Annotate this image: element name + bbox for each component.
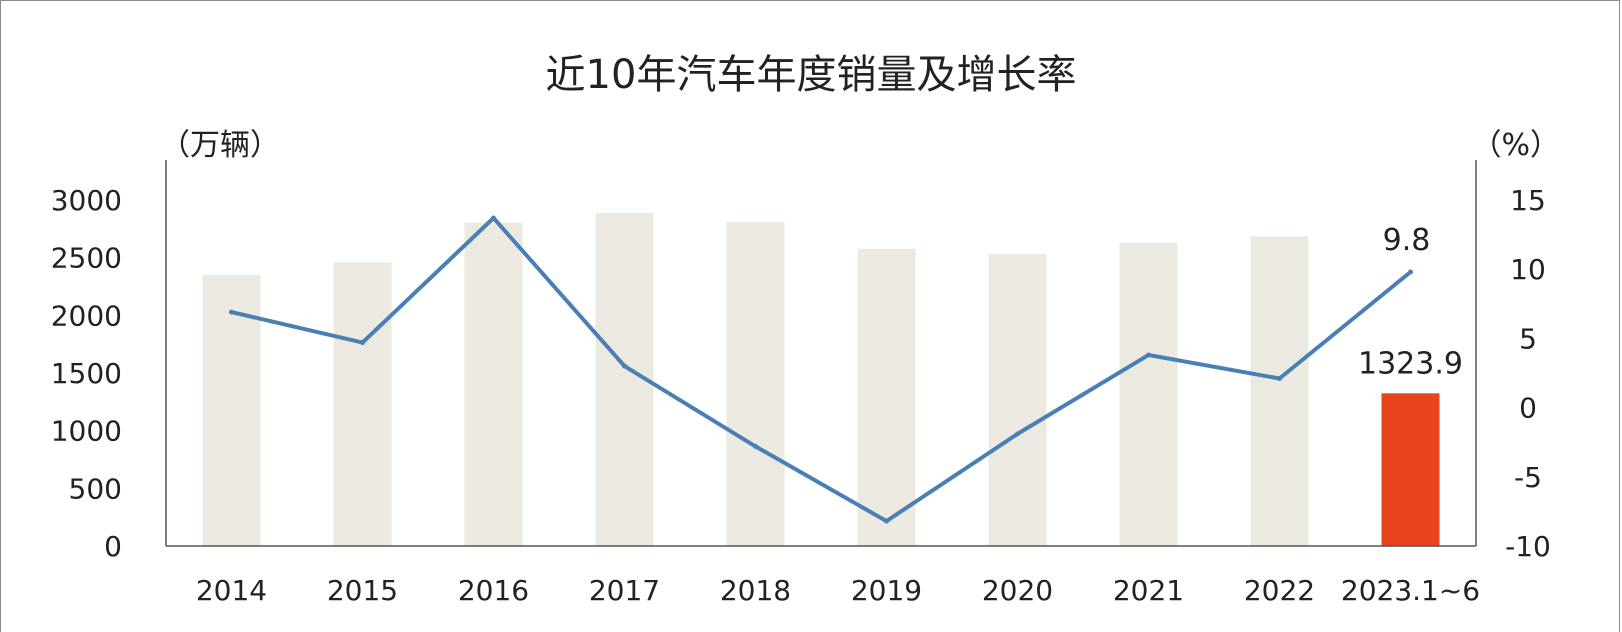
x-tick-label: 2015 — [327, 574, 398, 607]
bar-2021 — [1119, 242, 1178, 547]
left-tick-label: 2000 — [51, 299, 122, 332]
line-data-label: 9.8 — [1383, 223, 1431, 258]
line-point-2016 — [491, 215, 496, 221]
bar-2014 — [202, 275, 261, 546]
x-tick-label: 2016 — [458, 574, 529, 607]
line-point-2022 — [1277, 376, 1282, 382]
bar-2020 — [988, 254, 1047, 546]
left-tick-label: 3000 — [51, 184, 122, 217]
right-tick-label: -5 — [1514, 461, 1542, 494]
line-point-2018 — [753, 443, 758, 449]
left-tick-label: 1500 — [51, 357, 122, 390]
line-point-2021 — [1146, 352, 1151, 358]
line-point-2019 — [884, 518, 889, 524]
right-axis-unit: （%） — [1471, 128, 1560, 163]
bar-2018 — [726, 222, 785, 547]
chart-title: 近10年汽车年度销量及增长率 — [546, 52, 1077, 98]
line-point-2015 — [360, 340, 365, 346]
bar-2022 — [1250, 236, 1309, 546]
left-axis-unit: （万辆） — [160, 128, 280, 163]
x-tick-label: 2020 — [982, 574, 1053, 607]
x-tick-label: 2014 — [196, 574, 267, 607]
bar-2015 — [333, 262, 392, 546]
x-tick-label: 2019 — [851, 574, 922, 607]
bar-2016 — [464, 222, 523, 546]
bar-2023.1~6 — [1381, 393, 1440, 546]
growth-line — [231, 216, 1412, 524]
line-series — [229, 215, 1413, 524]
right-tick-label: 5 — [1519, 322, 1537, 355]
bar-data-label: 1323.9 — [1358, 346, 1463, 381]
left-tick-label: 2500 — [51, 242, 122, 275]
x-tick-label: 2018 — [720, 574, 791, 607]
x-tick-label: 2023.1~6 — [1341, 574, 1480, 607]
right-tick-label: 0 — [1519, 392, 1537, 425]
right-tick-label: -10 — [1505, 530, 1551, 563]
line-point-2023.1~6 — [1408, 269, 1413, 275]
line-point-2017 — [622, 363, 627, 369]
axes — [165, 160, 1477, 547]
bar-2019 — [857, 248, 916, 546]
x-tick-label: 2017 — [589, 574, 660, 607]
left-tick-label: 500 — [69, 472, 122, 505]
x-tick-label: 2021 — [1113, 574, 1184, 607]
x-tick-label: 2022 — [1244, 574, 1315, 607]
left-tick-label: 1000 — [51, 415, 122, 448]
left-tick-label: 0 — [104, 530, 122, 563]
tick-labels: 0 500 1000 1500 2000 2500 3000 -10 -5 0 5 10 15 2014 2… — [51, 184, 1551, 607]
right-tick-label: 10 — [1510, 253, 1546, 286]
line-point-2014 — [229, 309, 234, 315]
right-tick-label: 15 — [1510, 184, 1546, 217]
line-point-2020 — [1015, 431, 1020, 437]
bar-series — [202, 212, 1440, 547]
